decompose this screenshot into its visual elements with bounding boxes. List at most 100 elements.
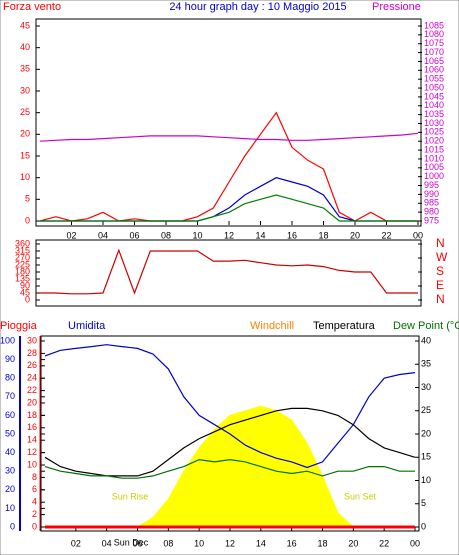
y-tick-label: 1085 bbox=[424, 20, 444, 30]
y-tick-label: 360 bbox=[15, 238, 30, 248]
y-tick-label: E bbox=[436, 278, 444, 292]
y-tick-label: 15 bbox=[421, 452, 431, 462]
annotation: Sun Rise bbox=[112, 491, 149, 501]
y-tick-label: 1035 bbox=[424, 109, 444, 119]
y-tick-label: 135 bbox=[15, 273, 30, 283]
y-tick-label: 70 bbox=[5, 391, 15, 401]
x-tick-label: 18 bbox=[317, 538, 327, 548]
y-tick-label: 30 bbox=[5, 466, 15, 476]
x-tick-label: 08 bbox=[161, 230, 171, 240]
y-tick-label: 0 bbox=[421, 521, 426, 531]
x-tick-label: 04 bbox=[98, 230, 108, 240]
y-tick-label: N bbox=[436, 236, 445, 250]
y-tick-label: 12 bbox=[27, 447, 37, 457]
y-tick-label: 1005 bbox=[424, 162, 444, 172]
y-tick-label: 100 bbox=[0, 335, 15, 345]
y-tick-label: 16 bbox=[27, 422, 37, 432]
line bbox=[40, 194, 418, 222]
y-tick-label: 1055 bbox=[424, 74, 444, 84]
y-tick-label: 5 bbox=[25, 194, 30, 204]
y-tick-label: 25 bbox=[421, 405, 431, 415]
x-tick-label: 20 bbox=[348, 538, 358, 548]
y-tick-label: 1030 bbox=[424, 118, 444, 128]
line bbox=[44, 458, 415, 479]
y-tick-label: 90 bbox=[5, 354, 15, 364]
y-tick-label: 1050 bbox=[424, 82, 444, 92]
y-tick-label: 35 bbox=[421, 359, 431, 369]
y-tick-label: S bbox=[436, 264, 444, 278]
y-tick-label: 35 bbox=[20, 64, 30, 74]
x-tick-label: 18 bbox=[318, 230, 328, 240]
y-tick-label: 60 bbox=[5, 410, 15, 420]
x-tick-label: 02 bbox=[71, 538, 81, 548]
x-tick-label: 12 bbox=[224, 230, 234, 240]
area bbox=[135, 405, 354, 528]
y-tick-label: W bbox=[436, 250, 448, 264]
y-tick-label: 0 bbox=[25, 294, 30, 304]
y-tick-label: 1010 bbox=[424, 153, 444, 163]
y-tick-label: 24 bbox=[27, 373, 37, 383]
legend-label: Pressione bbox=[372, 1, 421, 13]
legend-label: Temperatura bbox=[313, 320, 376, 332]
y-tick-label: 1060 bbox=[424, 65, 444, 75]
y-tick-label: 990 bbox=[424, 189, 439, 199]
y-tick-label: 90 bbox=[20, 280, 30, 290]
y-tick-label: 1040 bbox=[424, 100, 444, 110]
y-tick-label: 25 bbox=[20, 107, 30, 117]
y-tick-label: 0 bbox=[10, 521, 15, 531]
y-tick-label: 1000 bbox=[424, 171, 444, 181]
y-tick-label: 45 bbox=[20, 20, 30, 30]
y-tick-label: 18 bbox=[27, 410, 37, 420]
line bbox=[40, 248, 418, 295]
y-tick-label: 1080 bbox=[424, 29, 444, 39]
y-tick-label: 1045 bbox=[424, 91, 444, 101]
y-tick-label: 4 bbox=[32, 497, 37, 507]
y-tick-label: 40 bbox=[421, 335, 431, 345]
x-tick-label: 04 bbox=[102, 538, 112, 548]
y-tick-label: 5 bbox=[421, 498, 426, 508]
y-tick-label: 20 bbox=[20, 129, 30, 139]
y-tick-label: 26 bbox=[27, 360, 37, 370]
legend-label: Pioggia bbox=[0, 320, 38, 332]
y-tick-label: 1070 bbox=[424, 47, 444, 57]
x-tick-label: 20 bbox=[350, 230, 360, 240]
y-tick-label: 0 bbox=[32, 521, 37, 531]
annotation: Sun Dec bbox=[114, 537, 149, 547]
x-tick-label: 16 bbox=[287, 230, 297, 240]
chart-title: 24 hour graph day : 10 Maggio 2015 bbox=[169, 1, 346, 13]
x-tick-label: 12 bbox=[225, 538, 235, 548]
legend-label: Dew Point (°C bbox=[393, 320, 459, 332]
x-tick-label: 06 bbox=[132, 538, 142, 548]
y-tick-label: 80 bbox=[5, 373, 15, 383]
x-tick-label: 10 bbox=[192, 230, 202, 240]
y-tick-label: 10 bbox=[20, 172, 30, 182]
y-tick-label: 180 bbox=[15, 266, 30, 276]
y-tick-label: 270 bbox=[15, 252, 30, 262]
y-tick-label: 995 bbox=[424, 180, 439, 190]
y-tick-label: 45 bbox=[20, 287, 30, 297]
x-tick-label: 14 bbox=[256, 538, 266, 548]
x-tick-label: 00 bbox=[410, 538, 420, 548]
y-tick-label: 985 bbox=[424, 198, 439, 208]
x-tick-label: 22 bbox=[379, 538, 389, 548]
y-tick-label: 1015 bbox=[424, 144, 444, 154]
x-tick-label: 08 bbox=[163, 538, 173, 548]
y-tick-label: 40 bbox=[20, 42, 30, 52]
y-tick-label: 1020 bbox=[424, 136, 444, 146]
y-tick-label: 50 bbox=[5, 428, 15, 438]
line bbox=[39, 132, 419, 142]
x-tick-label: 16 bbox=[287, 538, 297, 548]
y-tick-label: 30 bbox=[27, 335, 37, 345]
y-tick-label: 20 bbox=[27, 397, 37, 407]
y-tick-label: 10 bbox=[5, 503, 15, 513]
y-tick-label: 975 bbox=[424, 215, 439, 225]
y-tick-label: 14 bbox=[27, 435, 37, 445]
y-tick-label: 20 bbox=[5, 484, 15, 494]
panel-frame bbox=[35, 18, 422, 227]
y-tick-label: 1025 bbox=[424, 127, 444, 137]
legend-label: Umidita bbox=[68, 320, 106, 332]
x-tick-label: 06 bbox=[129, 230, 139, 240]
y-tick-label: 8 bbox=[32, 472, 37, 482]
x-tick-label: 22 bbox=[381, 230, 391, 240]
